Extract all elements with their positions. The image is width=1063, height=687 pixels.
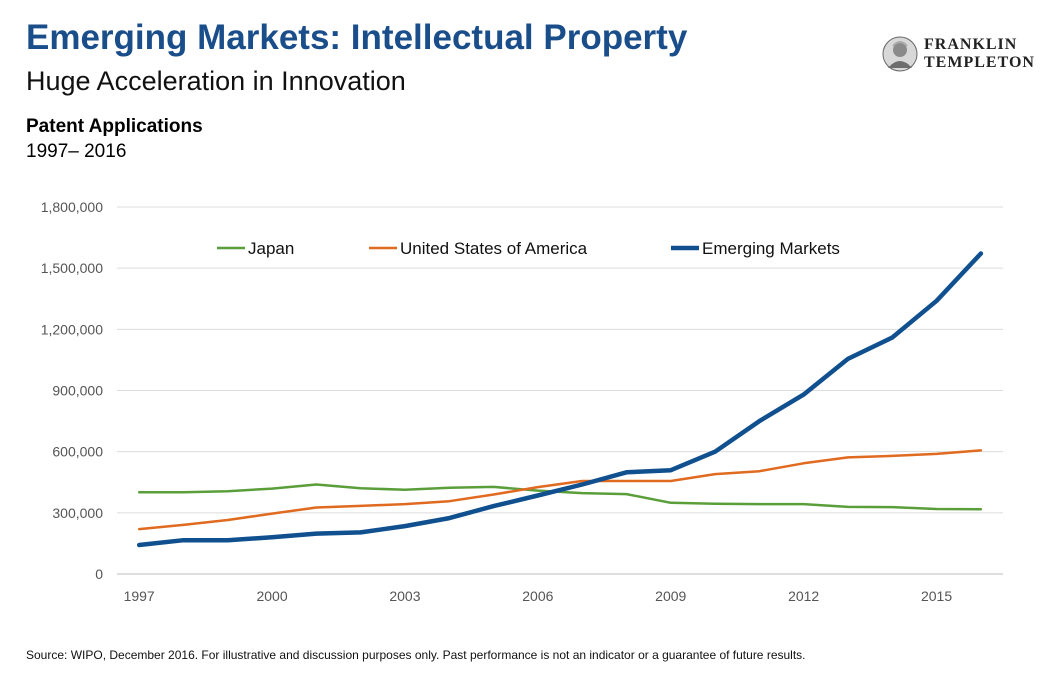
y-tick-label: 0 bbox=[95, 566, 103, 582]
x-tick-label: 2015 bbox=[921, 588, 952, 604]
x-tick-label: 2000 bbox=[256, 588, 287, 604]
page-subtitle: Huge Acceleration in Innovation bbox=[26, 66, 406, 96]
chart-title: Patent Applications bbox=[26, 116, 203, 137]
x-tick-label: 2012 bbox=[788, 588, 819, 604]
logo-line-1: FRANKLIN bbox=[924, 36, 1018, 53]
y-tick-label: 600,000 bbox=[52, 444, 103, 460]
x-tick-label: 2003 bbox=[389, 588, 420, 604]
franklin-templeton-logo: FRANKLIN TEMPLETON bbox=[880, 36, 1050, 76]
series-line-2 bbox=[137, 449, 983, 531]
series-line-3 bbox=[136, 251, 984, 548]
source-note: Source: WIPO, December 2016. For illustr… bbox=[26, 648, 806, 662]
y-tick-label: 1,500,000 bbox=[41, 260, 103, 276]
y-tick-label: 900,000 bbox=[52, 383, 103, 399]
y-tick-label: 1,200,000 bbox=[41, 321, 103, 337]
chart-subtitle: 1997– 2016 bbox=[26, 141, 127, 162]
logo-text: FRANKLIN TEMPLETON bbox=[924, 36, 1035, 72]
logo-line-2: TEMPLETON bbox=[924, 54, 1035, 71]
legend-label: Emerging Markets bbox=[702, 239, 840, 258]
page-title: Emerging Markets: Intellectual Property bbox=[26, 18, 688, 57]
y-tick-label: 1,800,000 bbox=[41, 199, 103, 215]
y-tick-label: 300,000 bbox=[52, 505, 103, 521]
franklin-portrait-icon bbox=[882, 36, 918, 72]
x-tick-label: 2006 bbox=[522, 588, 553, 604]
x-tick-label: 1997 bbox=[124, 588, 155, 604]
x-tick-label: 2009 bbox=[655, 588, 686, 604]
legend-label: Japan bbox=[248, 239, 294, 258]
legend-label: United States of America bbox=[400, 239, 588, 258]
